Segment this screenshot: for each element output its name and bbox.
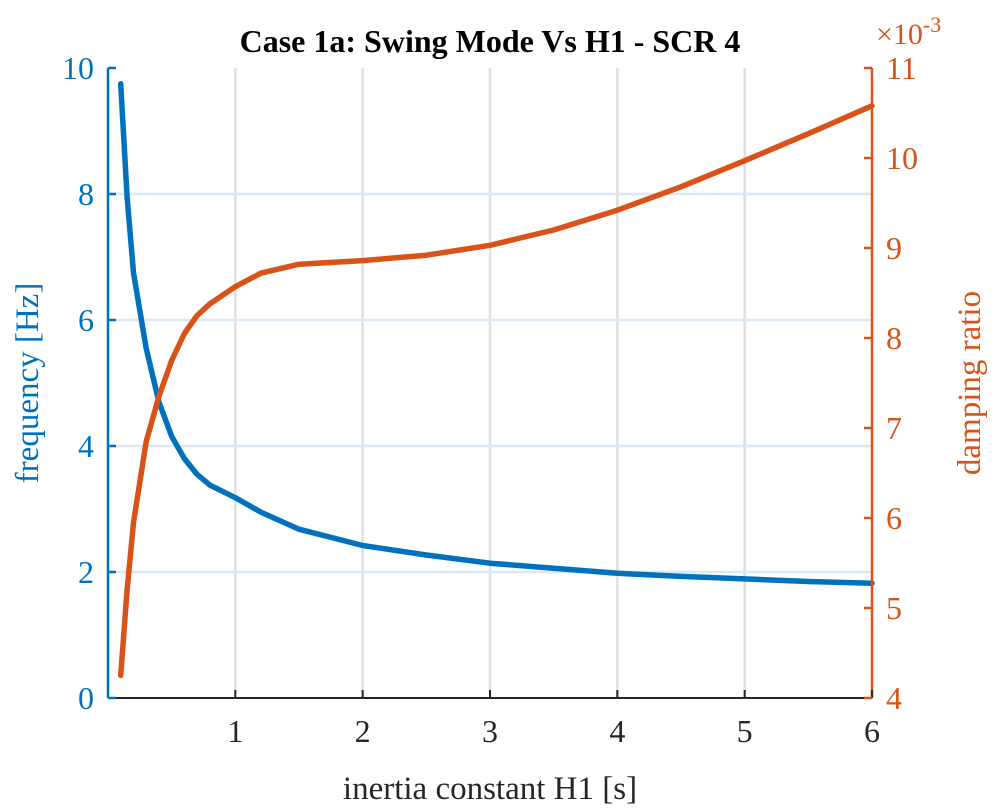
right-tick-label: 6: [886, 500, 902, 536]
left-tick-label: 0: [78, 680, 94, 716]
series-lines: [117, 81, 875, 679]
x-tick-label: 2: [355, 713, 371, 749]
exponent-power: -3: [923, 12, 941, 37]
right-axis-exponent: ×10-3: [876, 12, 941, 51]
right-tick-label: 5: [886, 590, 902, 626]
exponent-base: ×10: [876, 18, 923, 51]
right-tick-label: 9: [886, 230, 902, 266]
x-tick-label: 5: [737, 713, 753, 749]
x-tick-label: 6: [864, 713, 880, 749]
left-y-axis-label: frequency [Hz]: [10, 283, 46, 484]
x-tick-label: 1: [227, 713, 243, 749]
right-tick-label: 10: [886, 140, 918, 176]
x-tick-label: 3: [482, 713, 498, 749]
x-tick-label: 4: [609, 713, 625, 749]
right-y-axis-label: damping ratio: [952, 291, 988, 475]
left-tick-label: 6: [78, 302, 94, 338]
left-tick-label: 8: [78, 176, 94, 212]
left-tick-label: 10: [62, 50, 94, 86]
chart-title: Case 1a: Swing Mode Vs H1 - SCR 4: [240, 23, 741, 59]
axes: [106, 66, 874, 700]
damping-ratio-line: [117, 103, 875, 679]
right-tick-label: 8: [886, 320, 902, 356]
right-tick-label: 4: [886, 680, 902, 716]
right-tick-label: 11: [886, 50, 917, 86]
left-tick-label: 2: [78, 554, 94, 590]
right-tick-label: 7: [886, 410, 902, 446]
left-tick-label: 4: [78, 428, 94, 464]
frequency-line: [117, 81, 875, 587]
x-axis-label: inertia constant H1 [s]: [343, 771, 637, 807]
gridlines: [108, 68, 872, 698]
